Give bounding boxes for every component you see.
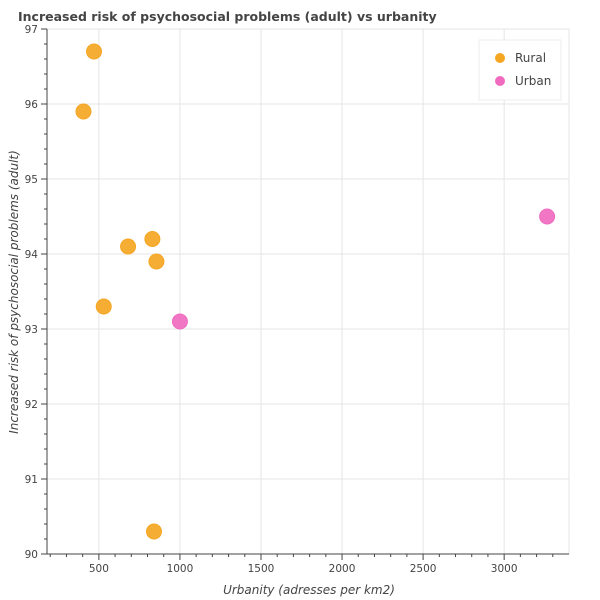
y-tick-label: 96 [25,99,39,111]
x-tick-label: 2000 [329,563,356,575]
legend: Rural Urban [478,39,562,101]
legend-label-urban: Urban [515,74,551,88]
data-point-rural [86,43,103,60]
legend-marker-urban [495,76,505,86]
x-axis-label: Urbanity (adresses per km2) [223,583,395,597]
legend-label-rural: Rural [515,51,546,65]
data-point-urban [171,313,188,330]
y-tick-label: 92 [25,399,38,411]
data-point-urban [539,208,556,225]
plot-frame [46,28,570,555]
x-tick-label: 2500 [410,563,437,575]
y-tick-label: 91 [25,474,38,486]
x-tick-label: 3000 [491,563,518,575]
chart-title: Increased risk of psychosocial problems … [18,9,437,24]
data-point-rural [95,298,112,315]
legend-box [478,39,562,101]
y-tick-label: 97 [25,24,38,36]
y-tick-label: 95 [25,174,38,186]
grid [47,28,569,555]
axes: 500 1000 1500 2000 2500 3000 90 91 92 93 94 95 96 97 [25,24,569,575]
x-tick-label: 500 [89,563,109,575]
data-point-rural [145,523,162,540]
data-point-rural [120,238,137,255]
x-tick-label: 1000 [167,563,194,575]
y-axis-label: Increased risk of psychosocial problems … [7,150,21,434]
data-point-rural [144,231,161,247]
data-point-rural [75,103,92,120]
points-layer [75,43,556,540]
x-tick-label: 1500 [248,563,275,575]
y-tick-label: 93 [25,324,38,336]
legend-marker-rural [495,53,505,63]
y-tick-label: 94 [25,249,39,261]
y-tick-label: 90 [25,549,38,561]
data-point-rural [148,253,165,270]
